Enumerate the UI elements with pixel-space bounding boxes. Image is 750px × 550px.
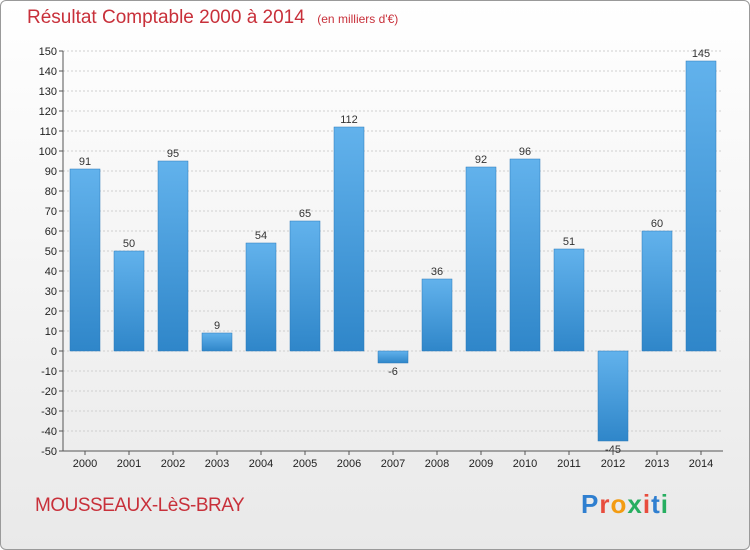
- bar: [201, 332, 233, 352]
- x-tick-label: 2000: [73, 458, 97, 470]
- x-tick-label: 2014: [689, 458, 713, 470]
- logo-letter: i: [642, 489, 652, 519]
- x-tick-label: 2007: [381, 458, 405, 470]
- y-tick-label: 150: [39, 46, 57, 58]
- logo-letter: t: [651, 489, 661, 519]
- data-label: 65: [299, 208, 311, 220]
- x-tick-label: 2013: [645, 458, 669, 470]
- y-tick-label: 40: [45, 266, 57, 278]
- bar: [377, 350, 409, 364]
- bar: [245, 242, 277, 352]
- x-tick-label: 2001: [117, 458, 141, 470]
- y-tick-label: -30: [41, 406, 57, 418]
- x-tick-label: 2003: [205, 458, 229, 470]
- data-label: 112: [340, 114, 358, 126]
- data-label: 9: [214, 320, 220, 332]
- x-tick-label: 2002: [161, 458, 185, 470]
- y-tick-label: 30: [45, 286, 57, 298]
- data-label: 95: [167, 148, 179, 160]
- x-tick-label: 2005: [293, 458, 317, 470]
- x-tick-label: 2008: [425, 458, 449, 470]
- bar: [157, 160, 189, 352]
- bar: [509, 158, 541, 352]
- chart-title: Résultat Comptable 2000 à 2014: [27, 7, 305, 28]
- bar: [421, 278, 453, 352]
- logo-letter: o: [610, 489, 628, 519]
- y-tick-label: 0: [51, 346, 57, 358]
- x-tick-label: 2011: [557, 458, 581, 470]
- bar: [685, 60, 717, 352]
- y-tick-label: -40: [41, 426, 57, 438]
- x-tick-label: 2009: [469, 458, 493, 470]
- logo-letter: r: [599, 489, 611, 519]
- y-tick-label: 120: [39, 106, 57, 118]
- data-label: 50: [123, 238, 135, 250]
- y-tick-label: 10: [45, 326, 57, 338]
- y-tick-label: 70: [45, 206, 57, 218]
- bar: [69, 168, 101, 352]
- data-label: 145: [692, 48, 710, 60]
- x-tick-label: 2006: [337, 458, 361, 470]
- y-tick-label: 60: [45, 226, 57, 238]
- logo-letter: i: [660, 489, 669, 519]
- bar: [289, 220, 321, 352]
- x-tick-label: 2012: [601, 458, 625, 470]
- bar: [641, 230, 673, 352]
- data-label: -6: [388, 366, 398, 378]
- y-tick-label: 140: [39, 66, 57, 78]
- data-label: 92: [475, 154, 487, 166]
- bar: [465, 166, 497, 352]
- data-label: 60: [651, 218, 663, 230]
- place-name: MOUSSEAUX-LèS-BRAY: [35, 495, 245, 516]
- data-label: 36: [431, 266, 443, 278]
- x-tick-label: 2010: [513, 458, 537, 470]
- data-label: 96: [519, 146, 531, 158]
- y-tick-label: 20: [45, 306, 57, 318]
- y-tick-label: -50: [41, 446, 57, 458]
- data-label: -45: [605, 444, 621, 456]
- y-tick-label: 110: [39, 126, 57, 138]
- data-label: 54: [255, 230, 267, 242]
- y-tick-label: 80: [45, 186, 57, 198]
- y-tick-label: 90: [45, 166, 57, 178]
- y-tick-label: 100: [39, 146, 57, 158]
- y-tick-label: -20: [41, 386, 57, 398]
- bar: [553, 248, 585, 352]
- bar: [113, 250, 145, 352]
- logo-letter: P: [581, 489, 600, 519]
- data-label: 91: [79, 156, 91, 168]
- chart-title-row: Résultat Comptable 2000 à 2014 (en milli…: [27, 7, 398, 29]
- bar: [597, 350, 629, 442]
- logo-letter: x: [627, 489, 643, 519]
- proxiti-logo: Proxiti: [581, 489, 669, 520]
- y-tick-label: 130: [39, 86, 57, 98]
- x-tick-label: 2004: [249, 458, 273, 470]
- y-tick-label: -10: [41, 366, 57, 378]
- unit-note: (en milliers d'€): [317, 12, 399, 26]
- data-label: 51: [563, 236, 575, 248]
- y-tick-label: 50: [45, 246, 57, 258]
- bar: [333, 126, 365, 352]
